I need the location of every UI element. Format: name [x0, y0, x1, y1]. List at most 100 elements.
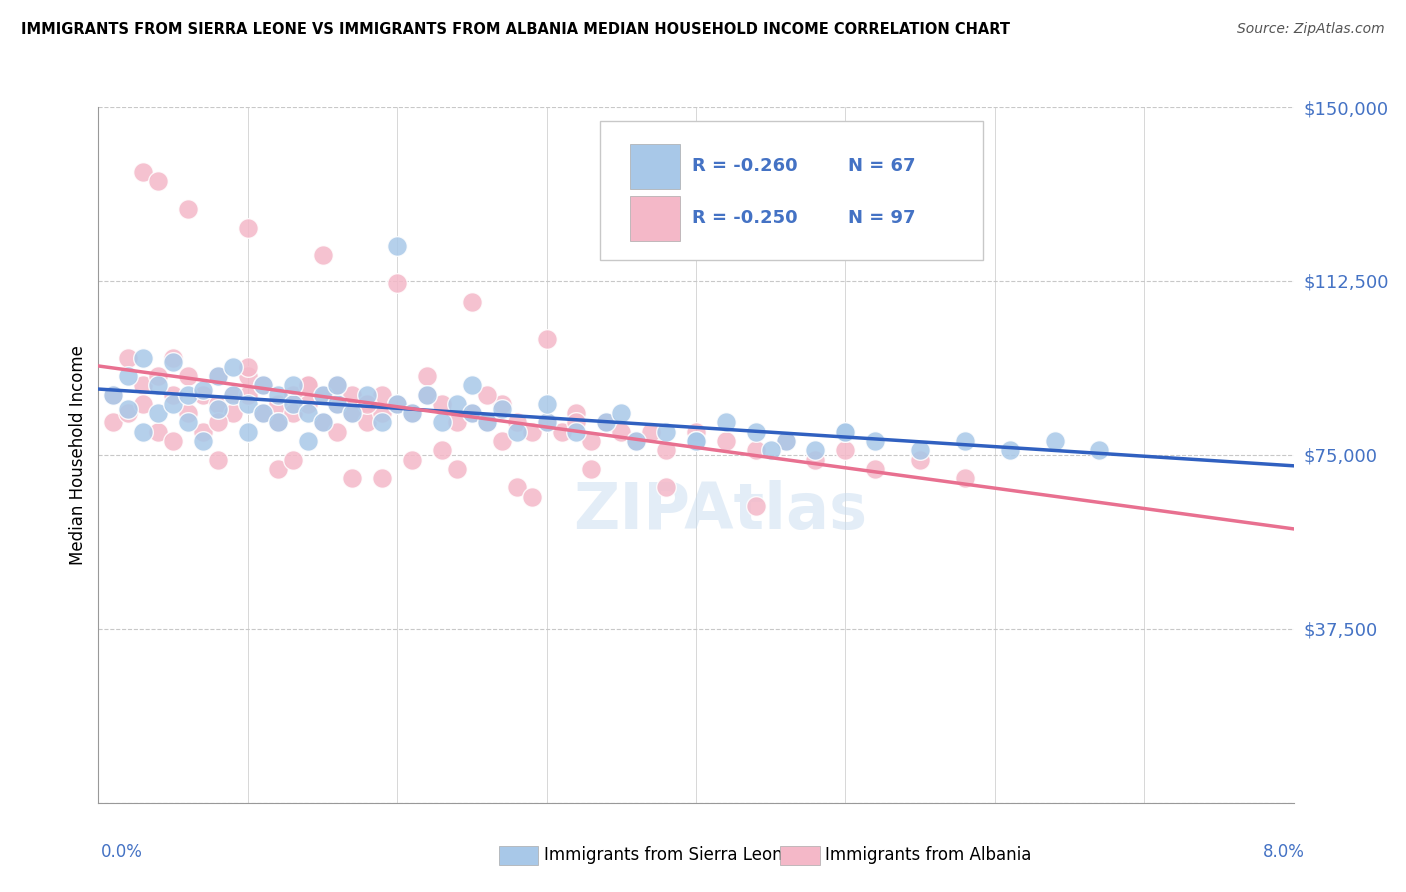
- Point: [281, 452, 304, 467]
- Point: [103, 387, 125, 401]
- Point: [475, 416, 498, 430]
- Text: IMMIGRANTS FROM SIERRA LEONE VS IMMIGRANTS FROM ALBANIA MEDIAN HOUSEHOLD INCOME : IMMIGRANTS FROM SIERRA LEONE VS IMMIGRAN…: [21, 22, 1010, 37]
- Point: [117, 351, 139, 365]
- Point: [624, 434, 647, 448]
- Point: [148, 425, 170, 439]
- Point: [371, 387, 394, 401]
- Point: [132, 425, 155, 439]
- Point: [297, 434, 319, 448]
- Point: [207, 369, 229, 384]
- Point: [103, 416, 125, 430]
- Point: [775, 434, 797, 448]
- Point: [222, 359, 245, 374]
- Point: [207, 369, 229, 384]
- Point: [834, 425, 856, 439]
- Point: [1088, 443, 1111, 458]
- Point: [775, 434, 797, 448]
- Point: [714, 416, 737, 430]
- Point: [640, 425, 662, 439]
- Point: [103, 387, 125, 401]
- Point: [416, 369, 439, 384]
- Point: [267, 397, 290, 411]
- Point: [356, 397, 378, 411]
- Point: [342, 471, 364, 485]
- Point: [236, 387, 259, 401]
- Point: [461, 294, 484, 309]
- Point: [281, 406, 304, 420]
- Point: [475, 387, 498, 401]
- Point: [491, 434, 513, 448]
- Point: [520, 425, 543, 439]
- Point: [385, 277, 409, 291]
- Point: [624, 434, 647, 448]
- Point: [342, 406, 364, 420]
- Point: [191, 434, 214, 448]
- Point: [655, 425, 678, 439]
- Point: [446, 397, 468, 411]
- Point: [326, 378, 349, 392]
- Point: [714, 434, 737, 448]
- Point: [491, 397, 513, 411]
- Point: [610, 425, 633, 439]
- Point: [222, 406, 245, 420]
- Point: [281, 397, 304, 411]
- Point: [685, 425, 707, 439]
- Bar: [630, 144, 681, 189]
- Point: [207, 397, 229, 411]
- Point: [804, 443, 827, 458]
- Point: [416, 387, 439, 401]
- Text: Immigrants from Sierra Leone: Immigrants from Sierra Leone: [544, 847, 793, 864]
- Point: [162, 434, 184, 448]
- Point: [267, 387, 290, 401]
- Point: [132, 397, 155, 411]
- Point: [385, 397, 409, 411]
- Point: [342, 406, 364, 420]
- Point: [177, 406, 200, 420]
- Point: [536, 332, 558, 346]
- Point: [281, 387, 304, 401]
- Point: [745, 443, 768, 458]
- Point: [491, 401, 513, 416]
- Point: [207, 401, 229, 416]
- Point: [520, 490, 543, 504]
- Point: [745, 425, 768, 439]
- Point: [117, 406, 139, 420]
- Point: [863, 462, 886, 476]
- Point: [297, 378, 319, 392]
- Point: [506, 425, 529, 439]
- Point: [191, 383, 214, 397]
- Point: [267, 416, 290, 430]
- Point: [834, 425, 856, 439]
- Point: [953, 471, 976, 485]
- Point: [326, 378, 349, 392]
- Point: [461, 406, 484, 420]
- Point: [162, 355, 184, 369]
- Point: [356, 397, 378, 411]
- Point: [342, 387, 364, 401]
- Point: [326, 425, 349, 439]
- Point: [117, 401, 139, 416]
- Point: [385, 239, 409, 253]
- Point: [536, 416, 558, 430]
- Point: [311, 387, 333, 401]
- Point: [863, 434, 886, 448]
- Point: [132, 351, 155, 365]
- Point: [191, 425, 214, 439]
- Point: [430, 416, 453, 430]
- Point: [177, 387, 200, 401]
- Point: [311, 248, 333, 262]
- Point: [297, 406, 319, 420]
- Point: [177, 202, 200, 216]
- Point: [297, 378, 319, 392]
- Point: [162, 387, 184, 401]
- Y-axis label: Median Household Income: Median Household Income: [69, 345, 87, 565]
- Point: [565, 416, 588, 430]
- Point: [252, 378, 274, 392]
- Point: [371, 471, 394, 485]
- Point: [236, 369, 259, 384]
- Point: [207, 452, 229, 467]
- Point: [222, 387, 245, 401]
- Text: Immigrants from Albania: Immigrants from Albania: [825, 847, 1032, 864]
- Point: [371, 416, 394, 430]
- Point: [311, 416, 333, 430]
